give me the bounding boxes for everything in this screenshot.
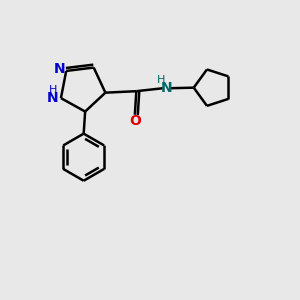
Text: N: N	[160, 81, 172, 95]
Text: N: N	[54, 62, 65, 76]
Text: H: H	[49, 85, 57, 95]
Text: H: H	[157, 75, 166, 85]
Text: N: N	[47, 91, 58, 105]
Text: O: O	[129, 114, 141, 128]
